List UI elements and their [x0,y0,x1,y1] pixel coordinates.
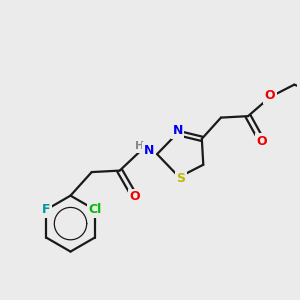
Text: O: O [129,190,140,203]
Text: F: F [42,203,50,216]
Text: N: N [172,124,183,137]
Text: O: O [265,89,275,102]
Text: N: N [144,143,154,157]
Text: H: H [135,141,144,151]
Text: S: S [176,172,185,185]
Text: Cl: Cl [88,203,101,216]
Text: O: O [256,135,267,148]
